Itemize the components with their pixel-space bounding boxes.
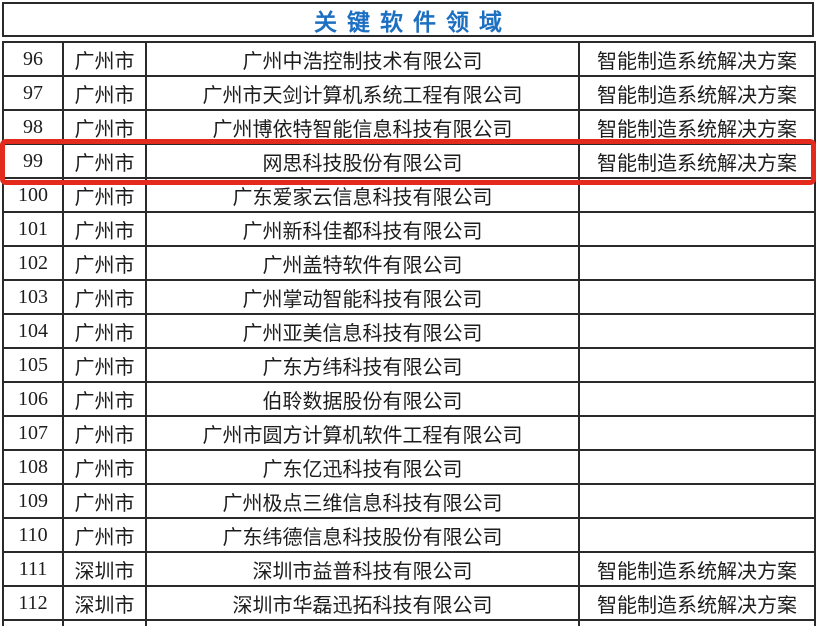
- row-number-cell: 108: [2, 449, 64, 485]
- company-cell: 深圳市华磊迅拓科技有限公司: [145, 585, 580, 621]
- row-number-cell: 104: [2, 313, 64, 349]
- solution-cell: [578, 483, 816, 519]
- table-row-cutoff: [2, 619, 816, 626]
- solution-cell: [578, 177, 816, 213]
- solution-cell: 智能制造系统解决方案: [578, 551, 816, 587]
- table-row: 102 广州市 广州盖特软件有限公司: [2, 245, 816, 281]
- companies-table: 96 广州市 广州中浩控制技术有限公司 智能制造系统解决方案 97 广州市 广州市天剑计算机…: [2, 41, 816, 626]
- company-cell: 广东方纬科技有限公司: [145, 347, 580, 383]
- row-number-cell: 112: [2, 585, 64, 621]
- company-cell: 广东纬德信息科技股份有限公司: [145, 517, 580, 553]
- row-number-cell: 101: [2, 211, 64, 247]
- solution-cell: [578, 347, 816, 383]
- solution-cell: 智能制造系统解决方案: [578, 109, 816, 145]
- row-number-cell: 105: [2, 347, 64, 383]
- city-cell: 广州市: [62, 143, 147, 179]
- table-row: 106 广州市 伯聆数据股份有限公司: [2, 381, 816, 417]
- row-number-cell: 97: [2, 75, 64, 111]
- solution-cell: [578, 415, 816, 451]
- company-cell: 广州市圆方计算机软件工程有限公司: [145, 415, 580, 451]
- company-cell: 伯聆数据股份有限公司: [145, 381, 580, 417]
- row-number-cell: 99: [2, 143, 64, 179]
- solution-cell: [578, 245, 816, 281]
- row-number-cell: 106: [2, 381, 64, 417]
- company-cell: 广州中浩控制技术有限公司: [145, 41, 580, 77]
- solution-cell: 智能制造系统解决方案: [578, 75, 816, 111]
- solution-cell: [578, 279, 816, 315]
- company-cell: 广州极点三维信息科技有限公司: [145, 483, 580, 519]
- table-row: 96 广州市 广州中浩控制技术有限公司 智能制造系统解决方案: [2, 41, 816, 77]
- city-cell: 深圳市: [62, 585, 147, 621]
- city-cell: 广州市: [62, 381, 147, 417]
- company-cell: 广州市天剑计算机系统工程有限公司: [145, 75, 580, 111]
- solution-cell: [578, 381, 816, 417]
- company-cell: 广东爱家云信息科技有限公司: [145, 177, 580, 213]
- city-cell: 广州市: [62, 75, 147, 111]
- row-number-cell: 109: [2, 483, 64, 519]
- row-number-cell: 98: [2, 109, 64, 145]
- city-cell: 广州市: [62, 517, 147, 553]
- city-cell: 广州市: [62, 415, 147, 451]
- table-row: 112 深圳市 深圳市华磊迅拓科技有限公司 智能制造系统解决方案: [2, 585, 816, 621]
- row-number-cell: 102: [2, 245, 64, 281]
- table-row: 103 广州市 广州掌动智能科技有限公司: [2, 279, 816, 315]
- company-cell: 广州掌动智能科技有限公司: [145, 279, 580, 315]
- row-number-cell: 111: [2, 551, 64, 587]
- solution-cell: [578, 449, 816, 485]
- solution-cell: 智能制造系统解决方案: [578, 41, 816, 77]
- city-cell: 深圳市: [62, 551, 147, 587]
- table-row: 109 广州市 广州极点三维信息科技有限公司: [2, 483, 816, 519]
- city-cell: 广州市: [62, 449, 147, 485]
- city-cell: 广州市: [62, 483, 147, 519]
- table-row: 97 广州市 广州市天剑计算机系统工程有限公司 智能制造系统解决方案: [2, 75, 816, 111]
- row-number-cell: 96: [2, 41, 64, 77]
- table-row: 99 广州市 网思科技股份有限公司 智能制造系统解决方案: [2, 143, 816, 179]
- company-cell: 广州新科佳都科技有限公司: [145, 211, 580, 247]
- row-number-cell: 110: [2, 517, 64, 553]
- table-row: 110 广州市 广东纬德信息科技股份有限公司: [2, 517, 816, 553]
- solution-cell: [578, 517, 816, 553]
- table-row: 108 广州市 广东亿迅科技有限公司: [2, 449, 816, 485]
- city-cell: 广州市: [62, 41, 147, 77]
- row-number-cell: 107: [2, 415, 64, 451]
- company-cell: 广州盖特软件有限公司: [145, 245, 580, 281]
- city-cell: 广州市: [62, 279, 147, 315]
- row-number-cell: 100: [2, 177, 64, 213]
- table-title-row: 关键软件领域: [2, 2, 814, 37]
- table-body: 96 广州市 广州中浩控制技术有限公司 智能制造系统解决方案 97 广州市 广州市天剑计算机…: [2, 41, 816, 626]
- table-row: 104 广州市 广州亚美信息科技有限公司: [2, 313, 816, 349]
- solution-cell: [578, 211, 816, 247]
- company-cell: 网思科技股份有限公司: [145, 143, 580, 179]
- company-cell: 深圳市益普科技有限公司: [145, 551, 580, 587]
- company-cell: 广州博依特智能信息科技有限公司: [145, 109, 580, 145]
- city-cell: 广州市: [62, 245, 147, 281]
- table-row: 98 广州市 广州博依特智能信息科技有限公司 智能制造系统解决方案: [2, 109, 816, 145]
- empty-cell: [2, 619, 64, 626]
- table-row: 107 广州市 广州市圆方计算机软件工程有限公司: [2, 415, 816, 451]
- table-row: 111 深圳市 深圳市益普科技有限公司 智能制造系统解决方案: [2, 551, 816, 587]
- city-cell: 广州市: [62, 177, 147, 213]
- table-row: 100 广州市 广东爱家云信息科技有限公司: [2, 177, 816, 213]
- solution-cell: 智能制造系统解决方案: [578, 143, 816, 179]
- city-cell: 广州市: [62, 313, 147, 349]
- table-title: 关键软件领域: [314, 8, 512, 35]
- solution-cell: [578, 313, 816, 349]
- solution-cell: 智能制造系统解决方案: [578, 585, 816, 621]
- empty-cell: [145, 619, 580, 626]
- table-row: 105 广州市 广东方纬科技有限公司: [2, 347, 816, 383]
- city-cell: 广州市: [62, 211, 147, 247]
- empty-cell: [62, 619, 147, 626]
- city-cell: 广州市: [62, 109, 147, 145]
- table-row: 101 广州市 广州新科佳都科技有限公司: [2, 211, 816, 247]
- city-cell: 广州市: [62, 347, 147, 383]
- company-cell: 广州亚美信息科技有限公司: [145, 313, 580, 349]
- company-cell: 广东亿迅科技有限公司: [145, 449, 580, 485]
- row-number-cell: 103: [2, 279, 64, 315]
- empty-cell: [578, 619, 816, 626]
